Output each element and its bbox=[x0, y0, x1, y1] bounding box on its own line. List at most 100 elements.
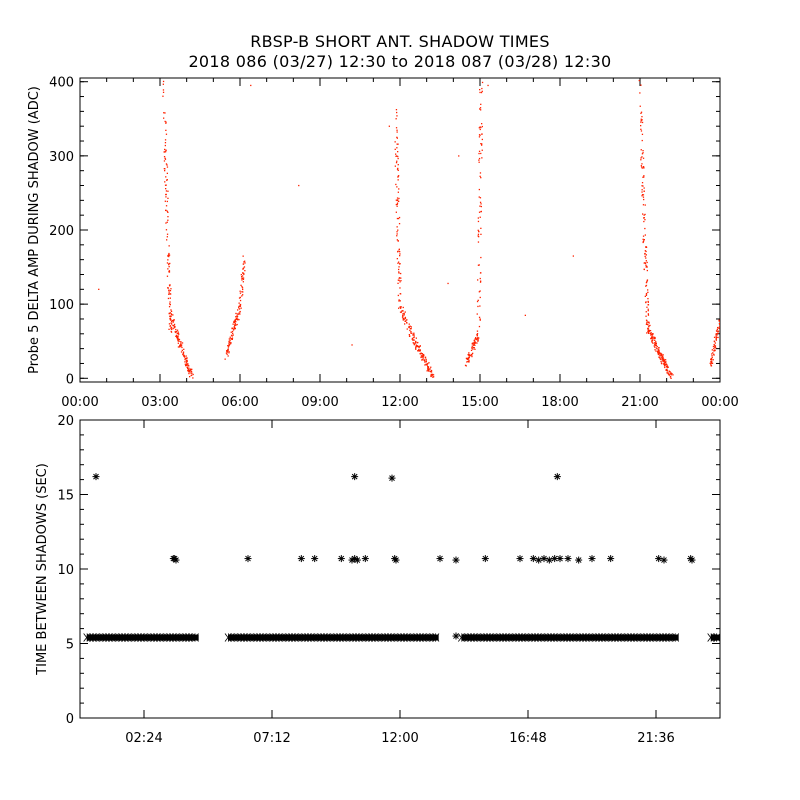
asterisk-point bbox=[688, 556, 696, 564]
red-data-point bbox=[641, 116, 643, 118]
red-data-point bbox=[643, 214, 645, 216]
red-data-point bbox=[710, 365, 712, 367]
red-data-point bbox=[395, 183, 397, 186]
red-data-point bbox=[469, 355, 471, 357]
red-data-point bbox=[468, 356, 470, 358]
red-data-point bbox=[185, 363, 187, 366]
red-data-point bbox=[650, 333, 652, 335]
baseline-asterisk bbox=[285, 633, 293, 642]
red-data-point bbox=[239, 311, 241, 313]
red-data-point bbox=[176, 338, 179, 340]
baseline-asterisk bbox=[611, 633, 619, 642]
baseline-asterisk bbox=[339, 633, 347, 642]
red-data-point bbox=[415, 341, 417, 343]
red-data-point bbox=[642, 241, 644, 244]
x-tick-label: 18:00 bbox=[541, 395, 578, 410]
red-data-point bbox=[168, 306, 171, 308]
red-data-point bbox=[181, 342, 184, 344]
red-data-point bbox=[640, 165, 642, 167]
red-data-point bbox=[241, 287, 244, 289]
red-data-point bbox=[186, 360, 188, 363]
red-data-point bbox=[655, 344, 657, 347]
red-data-point bbox=[164, 170, 166, 172]
red-data-point bbox=[652, 337, 654, 339]
red-data-point bbox=[447, 282, 449, 285]
red-data-point bbox=[477, 217, 479, 219]
red-data-point bbox=[664, 366, 666, 369]
red-data-point bbox=[396, 197, 399, 199]
red-data-point bbox=[187, 365, 189, 367]
red-data-point bbox=[663, 360, 665, 362]
red-data-point bbox=[479, 89, 481, 91]
red-data-point bbox=[424, 364, 426, 366]
red-data-point bbox=[165, 209, 167, 211]
red-data-point bbox=[173, 323, 176, 326]
red-data-point bbox=[645, 264, 647, 266]
red-data-point bbox=[410, 328, 412, 330]
red-data-point bbox=[480, 227, 482, 229]
red-data-point bbox=[717, 330, 719, 332]
red-data-point bbox=[181, 346, 183, 349]
x-tick-label: 00:00 bbox=[61, 395, 98, 410]
red-data-point bbox=[396, 137, 398, 139]
asterisk-point bbox=[351, 473, 359, 481]
red-data-point bbox=[652, 342, 654, 344]
asterisk-point bbox=[516, 555, 524, 563]
red-data-point bbox=[477, 279, 479, 281]
red-data-point bbox=[403, 318, 405, 320]
red-data-point bbox=[235, 324, 237, 326]
red-data-point bbox=[645, 315, 647, 317]
red-data-point bbox=[481, 81, 484, 84]
baseline-asterisk bbox=[362, 633, 369, 642]
red-data-point bbox=[415, 346, 417, 348]
red-data-point bbox=[172, 314, 174, 316]
y-tick-label: 100 bbox=[49, 298, 74, 313]
red-data-point bbox=[187, 367, 189, 369]
red-data-point bbox=[650, 337, 652, 339]
red-data-point bbox=[235, 312, 237, 315]
baseline-asterisk bbox=[192, 633, 199, 642]
baseline-asterisk bbox=[480, 633, 488, 642]
red-data-point bbox=[231, 327, 233, 329]
baseline-asterisk bbox=[153, 633, 161, 642]
red-data-point bbox=[480, 91, 483, 94]
red-data-point bbox=[715, 338, 717, 340]
chart-title-line1: RBSP-B SHORT ANT. SHADOW TIMES bbox=[250, 32, 550, 51]
baseline-asterisk bbox=[330, 633, 337, 642]
baseline-asterisk bbox=[560, 633, 568, 642]
red-data-point bbox=[471, 343, 473, 345]
baseline-asterisk bbox=[156, 633, 164, 642]
red-data-point bbox=[177, 336, 179, 338]
red-data-point bbox=[397, 151, 399, 153]
red-data-point bbox=[645, 323, 648, 325]
red-data-point bbox=[655, 347, 658, 349]
red-data-point bbox=[397, 191, 399, 193]
red-data-point bbox=[479, 197, 482, 199]
red-data-point bbox=[478, 337, 480, 339]
red-data-point bbox=[480, 256, 482, 259]
red-data-point bbox=[238, 307, 240, 309]
baseline-points bbox=[86, 634, 199, 641]
baseline-asterisk bbox=[259, 633, 267, 642]
asterisk-point bbox=[436, 555, 444, 563]
red-data-point bbox=[710, 364, 712, 366]
baseline-asterisk bbox=[602, 633, 609, 642]
red-data-point bbox=[162, 91, 165, 93]
red-data-point bbox=[188, 369, 191, 372]
baseline-asterisk bbox=[429, 633, 437, 642]
red-data-point bbox=[176, 332, 178, 335]
baseline-asterisk bbox=[525, 633, 532, 642]
red-data-point bbox=[658, 350, 660, 352]
red-data-point bbox=[232, 329, 235, 331]
red-data-point bbox=[715, 347, 717, 349]
red-data-point bbox=[228, 340, 230, 342]
red-data-point bbox=[168, 254, 171, 256]
red-data-point bbox=[165, 149, 167, 151]
red-data-point bbox=[572, 255, 574, 257]
red-data-point bbox=[397, 143, 399, 145]
baseline-asterisk bbox=[349, 633, 357, 642]
red-data-point bbox=[664, 359, 666, 361]
red-data-point bbox=[166, 221, 168, 223]
asterisk-point bbox=[92, 473, 100, 481]
red-data-point bbox=[167, 254, 170, 256]
